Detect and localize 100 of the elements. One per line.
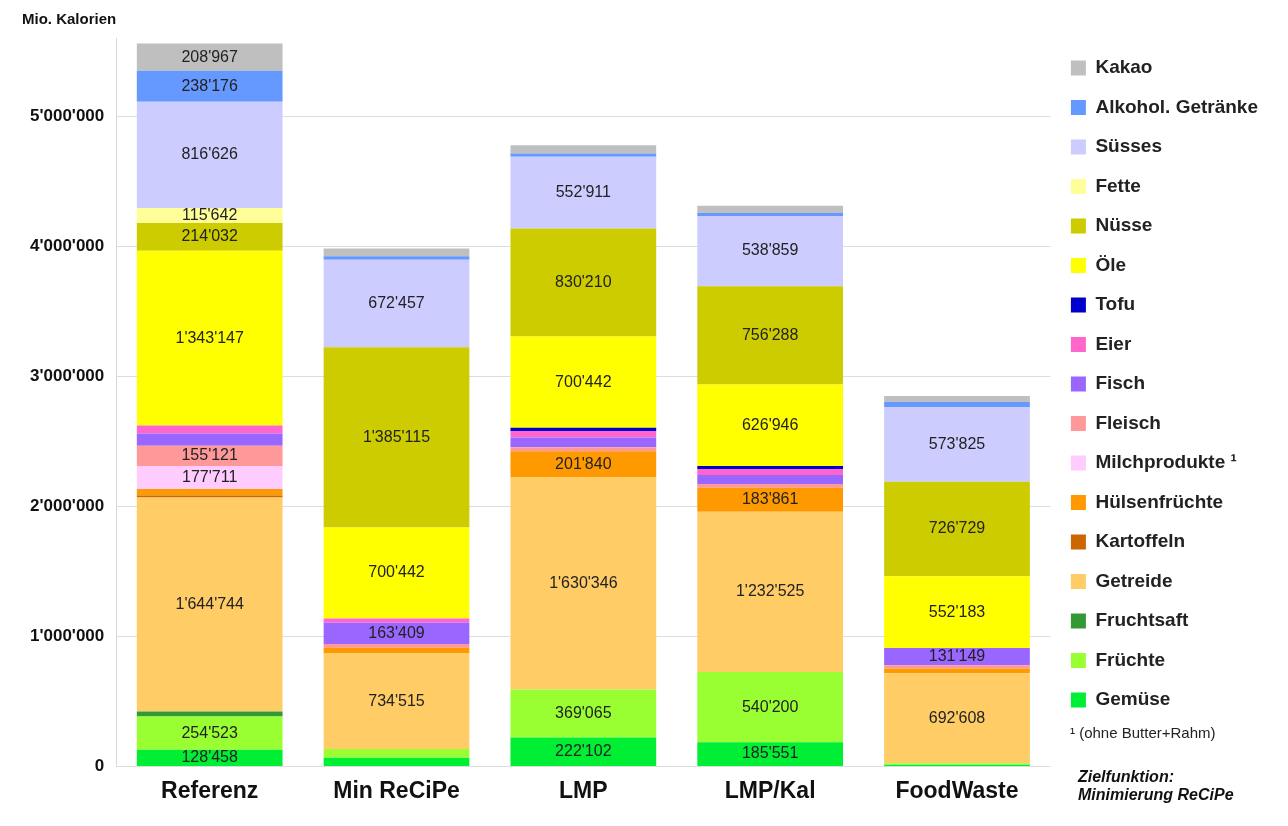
bar bbox=[697, 205, 844, 214]
bar bbox=[510, 145, 657, 154]
bar bbox=[884, 665, 1030, 669]
data-label: 238'176 bbox=[181, 76, 238, 94]
bar bbox=[510, 336, 657, 428]
bar bbox=[884, 402, 1030, 408]
data-label: 222'102 bbox=[555, 742, 612, 760]
legend-label: Öle bbox=[1095, 253, 1127, 275]
legend-label: Milchprodukte ¹ bbox=[1095, 451, 1237, 473]
data-label: 1'343'147 bbox=[175, 328, 244, 346]
bar bbox=[323, 643, 470, 648]
legend-label: Hülsenfrüchte bbox=[1095, 490, 1224, 512]
bar bbox=[697, 672, 844, 743]
data-label: 552'183 bbox=[928, 602, 986, 620]
bar bbox=[884, 673, 1030, 764]
data-label: 183'861 bbox=[741, 490, 799, 508]
legend-label: Fleisch bbox=[1095, 411, 1161, 433]
bar bbox=[323, 757, 470, 766]
data-label: 816'626 bbox=[181, 145, 238, 163]
bar bbox=[697, 216, 844, 287]
y-tick-label: 0 bbox=[94, 756, 105, 776]
bar bbox=[510, 427, 657, 431]
legend-label: Alkohol. Getränke bbox=[1095, 95, 1259, 117]
bar bbox=[136, 497, 283, 712]
y-tick-label: 2'000'000 bbox=[29, 495, 105, 515]
legend-label: Fette bbox=[1095, 174, 1141, 196]
bar bbox=[697, 511, 844, 672]
bar bbox=[697, 742, 844, 766]
data-label: 756'288 bbox=[741, 325, 799, 343]
data-label: 1'232'525 bbox=[735, 582, 805, 600]
bar bbox=[697, 286, 844, 385]
legend-label: Eier bbox=[1095, 332, 1132, 354]
data-label: 201'840 bbox=[555, 454, 612, 472]
y-tick-label: 1'000'000 bbox=[29, 626, 105, 646]
bar bbox=[323, 248, 470, 257]
x-tick-label: LMP/Kal bbox=[724, 776, 816, 803]
text: ¹ (ohne Butter+Rahm) bbox=[1070, 724, 1216, 741]
bar bbox=[884, 576, 1030, 649]
legend-label: Früchte bbox=[1095, 648, 1166, 670]
y-tick-label: 3'000'000 bbox=[29, 365, 105, 385]
x-tick-label: Min ReCiPe bbox=[333, 776, 460, 803]
y-tick-label: 5'000'000 bbox=[29, 105, 105, 125]
data-label: 163'409 bbox=[368, 623, 425, 641]
bar bbox=[136, 465, 283, 489]
bar bbox=[510, 437, 657, 448]
data-label: 177'711 bbox=[182, 467, 238, 485]
bar bbox=[323, 259, 470, 348]
legend-label: Fisch bbox=[1095, 372, 1146, 394]
bar bbox=[136, 223, 283, 251]
data-label: 254'523 bbox=[181, 723, 238, 741]
bar bbox=[323, 527, 470, 619]
bar bbox=[697, 484, 844, 488]
bar bbox=[884, 481, 1030, 577]
bar bbox=[136, 101, 283, 208]
data-label: 538'859 bbox=[741, 241, 799, 259]
bar bbox=[136, 250, 283, 426]
bar bbox=[697, 384, 844, 467]
bar bbox=[510, 737, 657, 766]
bar bbox=[136, 425, 283, 434]
legend-label: Nüsse bbox=[1095, 214, 1153, 236]
data-label: 208'967 bbox=[181, 47, 238, 65]
data-label: 734'515 bbox=[368, 691, 425, 709]
bar bbox=[323, 618, 470, 623]
data-label: 540'200 bbox=[741, 697, 799, 715]
bar bbox=[510, 153, 657, 157]
data-label: 185'551 bbox=[741, 744, 799, 762]
x-tick-label: LMP bbox=[559, 776, 608, 803]
legend-label: Süsses bbox=[1095, 135, 1162, 157]
data-label: 573'825 bbox=[928, 434, 986, 452]
legend-label: Kartoffeln bbox=[1095, 530, 1186, 552]
legend-label: Tofu bbox=[1095, 293, 1136, 315]
bar bbox=[136, 70, 283, 102]
data-label: 552'911 bbox=[555, 183, 612, 200]
bar bbox=[510, 156, 657, 229]
bar bbox=[510, 689, 657, 738]
data-label: 128'458 bbox=[181, 748, 238, 766]
bar bbox=[510, 228, 657, 337]
x-tick-label: FoodWaste bbox=[895, 776, 1019, 803]
y-tick-label: 4'000'000 bbox=[29, 235, 105, 255]
data-label: 726'729 bbox=[928, 519, 986, 537]
bar bbox=[510, 447, 657, 452]
bar bbox=[136, 433, 283, 446]
data-label: 115'642 bbox=[182, 205, 238, 223]
data-label: 700'442 bbox=[555, 372, 612, 390]
bar bbox=[323, 748, 470, 758]
data-label: 672'457 bbox=[368, 293, 425, 311]
data-label: 155'121 bbox=[181, 446, 238, 464]
bar bbox=[323, 653, 470, 749]
bar bbox=[697, 487, 844, 512]
data-label: 369'065 bbox=[555, 703, 612, 721]
data-label: 131'149 bbox=[928, 647, 986, 664]
data-label: 626'946 bbox=[741, 415, 799, 433]
bar bbox=[697, 213, 844, 217]
data-label: 1'385'115 bbox=[362, 427, 431, 445]
bar bbox=[510, 430, 657, 438]
text: Zielfunktion: Minimierung ReCiPe bbox=[1078, 768, 1235, 804]
bar bbox=[697, 475, 844, 484]
bar bbox=[697, 469, 844, 476]
bar bbox=[884, 395, 1030, 403]
data-label: 1'630'346 bbox=[549, 573, 618, 591]
